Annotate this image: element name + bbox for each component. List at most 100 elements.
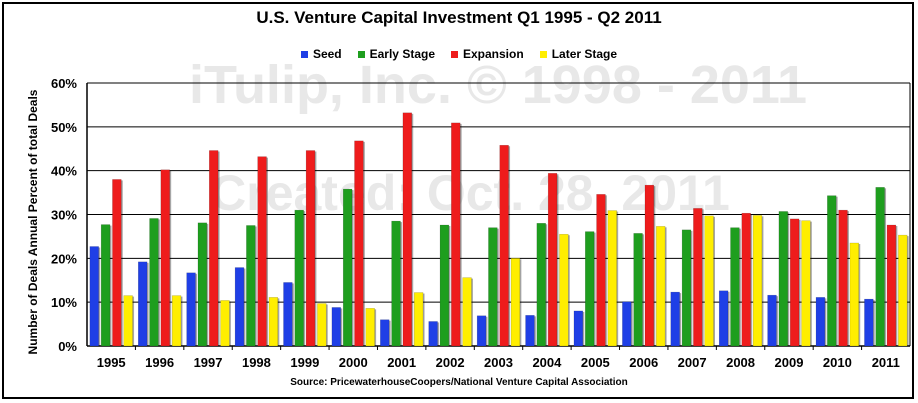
bar-later-stage <box>898 234 908 347</box>
bar-early-stage <box>585 231 595 347</box>
x-tick-label: 2005 <box>581 355 610 370</box>
x-tick-label: 2000 <box>339 355 368 370</box>
bar-seed <box>186 272 196 347</box>
bar-seed <box>476 315 487 347</box>
legend-label-seed: Seed <box>312 47 342 61</box>
x-tick-label: 2003 <box>484 355 513 370</box>
x-tick-label: 2004 <box>532 355 562 370</box>
bar-early-stage <box>875 187 885 347</box>
x-tick-label: 2007 <box>678 355 707 370</box>
y-tick-label: 60% <box>51 76 77 91</box>
y-tick-label: 50% <box>51 120 77 135</box>
legend-label-early-stage: Early Stage <box>369 47 435 61</box>
legend-label-later-stage: Later Stage <box>551 47 618 61</box>
bar-later-stage <box>752 215 763 347</box>
bar-seed <box>138 261 148 347</box>
bar-expansion <box>451 122 461 347</box>
bar-expansion <box>693 208 703 347</box>
x-tick-label: 2002 <box>436 355 465 370</box>
bar-seed <box>815 297 826 347</box>
x-tick-label: 2001 <box>387 355 416 370</box>
bar-expansion <box>402 112 412 347</box>
bar-early-stage <box>633 233 643 347</box>
x-tick-label: 1996 <box>145 355 174 370</box>
bar-seed <box>283 282 293 347</box>
bar-seed <box>767 294 777 347</box>
legend-item-seed: Seed <box>300 47 342 61</box>
bar-later-stage <box>510 258 521 347</box>
bar-expansion <box>499 144 509 347</box>
x-tick-label: 2011 <box>872 355 900 370</box>
x-tick-label: 1999 <box>290 355 319 370</box>
bar-expansion <box>644 184 655 347</box>
bar-expansion <box>789 218 800 347</box>
bar-later-stage <box>462 277 472 347</box>
bar-later-stage <box>220 300 230 347</box>
bar-seed <box>89 246 99 347</box>
bar-seed <box>428 321 438 347</box>
x-tick-label: 1995 <box>97 355 126 370</box>
bar-seed <box>234 267 245 347</box>
bar-later-stage <box>704 215 714 347</box>
bar-later-stage <box>365 308 375 347</box>
bar-later-stage <box>123 295 133 347</box>
bar-expansion <box>596 194 606 347</box>
watermark-line-1: iTulip, Inc. © 1998 - 2011 <box>189 55 807 115</box>
bar-seed <box>525 315 535 347</box>
bar-later-stage <box>268 297 279 347</box>
bar-expansion <box>209 150 219 347</box>
bar-later-stage <box>413 292 424 347</box>
bar-early-stage <box>342 188 353 347</box>
bar-later-stage <box>171 295 182 347</box>
bar-seed <box>331 307 341 347</box>
x-tick-label: 2009 <box>775 355 804 370</box>
legend-swatch-expansion <box>451 50 458 58</box>
bar-expansion <box>354 140 364 347</box>
bar-later-stage <box>559 233 569 347</box>
bar-early-stage <box>391 220 401 347</box>
bar-early-stage <box>681 229 692 347</box>
bar-expansion <box>838 209 848 347</box>
legend-swatch-early-stage <box>357 50 365 58</box>
bar-later-stage <box>607 210 617 347</box>
bar-seed <box>622 301 632 347</box>
bar-seed <box>718 290 729 347</box>
bar-expansion <box>547 173 558 347</box>
bar-later-stage <box>801 220 811 347</box>
y-tick-label: 20% <box>51 251 77 266</box>
y-tick-label: 10% <box>51 295 77 310</box>
chart-title: U.S. Venture Capital Investment Q1 1995 … <box>256 8 662 27</box>
bar-expansion <box>886 224 897 347</box>
x-tick-label: 2010 <box>823 355 852 370</box>
legend-swatch-later-stage <box>539 50 547 58</box>
bar-later-stage <box>317 303 327 347</box>
bar-early-stage <box>294 209 304 347</box>
bar-early-stage <box>149 218 159 347</box>
bar-seed <box>380 319 390 347</box>
bar-early-stage <box>827 195 837 347</box>
bar-expansion <box>741 212 751 347</box>
bar-early-stage <box>730 227 740 347</box>
source-note: Source: PricewaterhouseCoopers/National … <box>290 377 628 388</box>
x-tick-label: 1998 <box>242 355 271 370</box>
bar-expansion <box>257 156 267 347</box>
bar-early-stage <box>100 224 111 347</box>
legend-swatch-seed <box>300 50 308 58</box>
bar-later-stage <box>849 242 859 347</box>
bar-early-stage <box>536 223 546 347</box>
x-tick-label: 2006 <box>629 355 658 370</box>
x-tick-label: 2008 <box>726 355 755 370</box>
bar-later-stage <box>656 226 666 347</box>
legend-item-early-stage: Early Stage <box>357 47 435 61</box>
legend-label-expansion: Expansion <box>463 47 524 61</box>
bar-early-stage <box>246 225 256 347</box>
bar-seed <box>864 298 874 347</box>
bar-early-stage <box>197 222 208 347</box>
bar-early-stage <box>778 211 788 347</box>
legend-item-expansion: Expansion <box>451 47 524 61</box>
y-tick-label: 30% <box>51 208 77 223</box>
bar-expansion <box>160 169 170 347</box>
bar-expansion <box>305 150 316 347</box>
bar-seed <box>670 291 680 347</box>
